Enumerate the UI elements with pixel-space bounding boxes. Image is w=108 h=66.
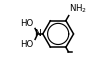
Text: NH$_2$: NH$_2$ [69,3,87,15]
Text: N: N [34,29,41,38]
Text: HO: HO [21,40,34,49]
Text: HO: HO [21,19,34,28]
